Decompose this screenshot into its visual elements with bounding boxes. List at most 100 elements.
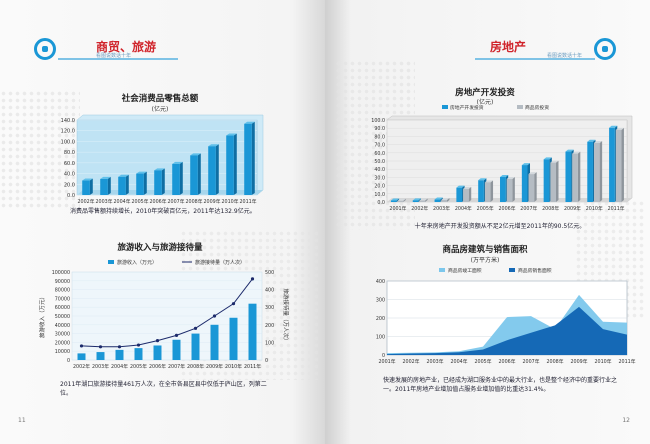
y2-tick-label: 0: [265, 358, 268, 364]
bar: [543, 159, 550, 202]
bar-top: [550, 160, 559, 163]
bar: [615, 129, 622, 202]
x-tick-label: 2008年: [542, 205, 559, 212]
x-tick-label: 2008年: [185, 198, 202, 205]
y2-tick-label: 200: [265, 323, 274, 329]
chart2-note: 2011年湖口旅游接待量461万人次，在全市各县区县中仅低于庐山区，列第二位。: [60, 381, 267, 397]
bar-top: [615, 127, 624, 130]
y-tick-label: 10.0: [374, 192, 385, 198]
x-tick-label: 2003年: [95, 198, 112, 205]
bar-top: [100, 176, 111, 179]
x-tick-label: 2005年: [130, 363, 147, 370]
x-tick-label: 2005年: [474, 358, 491, 365]
bar: [419, 200, 426, 202]
bar-top: [565, 149, 574, 152]
bar-side: [89, 178, 93, 195]
y-tick-label: 30000: [55, 332, 70, 338]
x-tick-label: 2006年: [149, 363, 166, 370]
bar-side: [251, 121, 255, 195]
bar: [500, 176, 506, 202]
bar: [521, 165, 528, 202]
line-point: [155, 339, 160, 343]
bar-top: [463, 186, 472, 189]
chart4-title: 商品房建筑与销售面积: [442, 245, 528, 255]
line-point: [250, 277, 255, 281]
legend-swatch: [517, 105, 523, 109]
x-tick-label: 2006年: [498, 358, 515, 365]
chart3-unit: (亿元): [476, 99, 494, 106]
y-tick-label: 80.0: [64, 150, 75, 156]
y-tick-label: 20.0: [64, 182, 75, 188]
bar: [226, 135, 234, 195]
bar-side: [396, 198, 400, 202]
bar: [587, 141, 593, 202]
line-point: [174, 333, 179, 337]
x-tick-label: 2010年: [594, 358, 611, 365]
y-tick-label: 20.0: [374, 184, 385, 190]
bar-top: [572, 151, 581, 154]
x-tick-label: 2007年: [522, 358, 539, 365]
x-tick-label: 2007年: [520, 205, 537, 212]
y-tick-label: 70.0: [374, 143, 385, 149]
bar-top: [484, 180, 494, 183]
y-tick-label: 10000: [55, 349, 70, 355]
legend-swatch: [509, 268, 515, 272]
bar: [528, 174, 535, 202]
line-point: [231, 302, 236, 306]
legend-swatch: [442, 105, 448, 109]
x-tick-label: 2004年: [455, 205, 472, 212]
legend-swatch-bar: [108, 260, 114, 264]
x-tick-label: 2005年: [477, 205, 494, 212]
bar-top: [172, 161, 183, 164]
x-tick-label: 2002年: [77, 198, 94, 205]
x-tick-label: 2005年: [131, 198, 148, 205]
y-tick-label: 50000: [55, 314, 70, 320]
bar-top: [593, 140, 603, 143]
bar: [82, 180, 90, 195]
y-tick-label: 40000: [55, 323, 70, 329]
y-tick-label: 140.0: [61, 118, 75, 124]
chart4-unit: (万平方米): [470, 257, 500, 264]
legend-swatch: [439, 268, 445, 272]
x-tick-label: 2002年: [402, 358, 419, 365]
x-tick-label: 2004年: [113, 198, 130, 205]
bar-top: [543, 157, 552, 160]
y-tick-label: 0.0: [377, 200, 385, 206]
bar: [154, 170, 162, 195]
section-subtitle: 看图说数话十年: [96, 53, 132, 59]
header-rule: [475, 58, 595, 60]
x-tick-label: 2004年: [111, 363, 128, 370]
bar-top: [208, 144, 219, 147]
bar-top: [82, 178, 93, 181]
bar-top: [412, 198, 421, 201]
section-title: 商贸、旅游: [96, 40, 157, 54]
bar-side: [468, 186, 472, 202]
x-tick-label: 2010年: [225, 363, 242, 370]
section-title: 房地产: [490, 40, 527, 54]
y-tick-label: 200: [376, 316, 385, 322]
x-tick-label: 2003年: [433, 205, 450, 212]
bar: [134, 348, 143, 360]
x-tick-label: 2011年: [244, 363, 261, 370]
real-estate-investment-chart: 0.0 10.0 20.0 30.0 40.0 50.0 60.0 70.0 80.0 90.0 1…: [371, 104, 633, 212]
x-tick-label: 2007年: [168, 363, 185, 370]
bar: [172, 163, 180, 195]
legend-label: 商品房竣工面积: [448, 267, 482, 274]
x-tick-label: 2003年: [426, 358, 443, 365]
bar: [463, 188, 469, 202]
x-tick-label: 2009年: [564, 205, 581, 212]
bar: [96, 352, 105, 360]
x-tick-label: 2001年: [389, 205, 406, 212]
chart2-title: 旅游收入与旅游接待量: [117, 243, 203, 253]
bar-side: [512, 177, 515, 202]
y-tick-label: 40.0: [64, 172, 75, 178]
bar-top: [456, 185, 465, 188]
bar: [609, 127, 615, 202]
x-tick-label: 2009年: [570, 358, 587, 365]
bar-side: [125, 174, 129, 195]
y-tick-label: 120.0: [61, 129, 75, 135]
y-tick-label: 60.0: [64, 161, 75, 167]
bar-side: [143, 171, 147, 195]
x-tick-label: 2006年: [149, 198, 166, 205]
bar-side: [556, 160, 559, 202]
